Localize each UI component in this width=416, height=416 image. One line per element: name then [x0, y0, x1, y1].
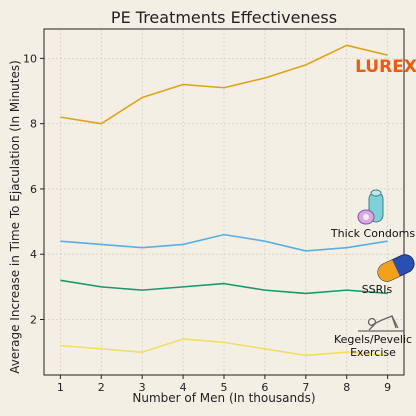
- x-axis-label: Number of Men (In thousands): [132, 391, 315, 405]
- x-tick-label: 3: [139, 381, 146, 394]
- annotation-kegels-line2: Exercise: [350, 346, 396, 359]
- annotation-ssris: SSRIs: [362, 283, 393, 296]
- series-line-4: [60, 338, 388, 357]
- condom-icon: [357, 189, 384, 225]
- y-tick-label: 6: [30, 183, 37, 196]
- pill-icon: [377, 254, 415, 282]
- x-tick-label: 8: [343, 381, 350, 394]
- series-layer: [60, 44, 388, 357]
- y-axis-label: Average Increase in Time To Ejaculation …: [8, 60, 22, 374]
- x-tick-label: 2: [98, 381, 105, 394]
- y-tick-label: 8: [30, 118, 37, 131]
- x-tick-label: 5: [221, 381, 228, 394]
- ticks: 1 2 3 4 5 6 7 8 9 2 4 6 8 10: [23, 52, 391, 394]
- y-tick-label: 4: [30, 248, 37, 261]
- exercise-icon: [358, 315, 404, 332]
- x-tick-label: 6: [261, 381, 268, 394]
- x-tick-label: 7: [302, 381, 309, 394]
- chart-title: PE Treatments Effectiveness: [111, 8, 337, 27]
- series-line-3: [60, 279, 388, 295]
- x-tick-label: 1: [57, 381, 64, 394]
- annotation-thick-condoms: Thick Condoms: [330, 227, 415, 240]
- series-line-1: [60, 44, 388, 125]
- grid: [44, 29, 404, 375]
- x-tick-label: 4: [180, 381, 187, 394]
- series-line-2: [60, 233, 388, 252]
- lurex-logo: LUREX: [355, 57, 416, 77]
- y-tick-label: 10: [23, 52, 37, 65]
- x-tick-label: 9: [384, 381, 391, 394]
- y-tick-label: 2: [30, 314, 37, 327]
- annotation-kegels-line1: Kegels/Pevelic: [334, 333, 412, 346]
